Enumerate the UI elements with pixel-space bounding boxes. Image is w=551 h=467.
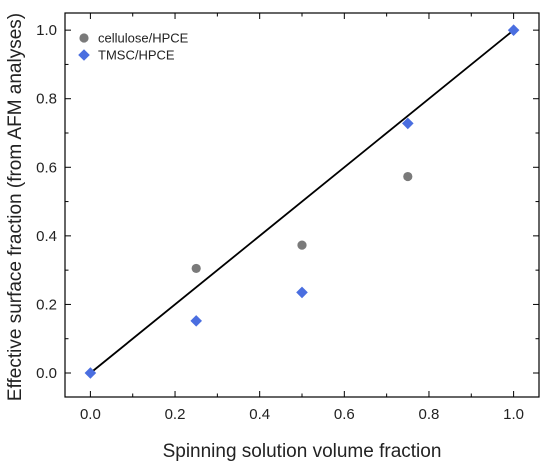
tick-labels: 0.0 0.2 0.4 0.6 0.8 1.0 0.0 0.2 0.4 0.6 0.8 1.0 [36, 22, 524, 423]
data-point-tmsc-hpce [402, 117, 414, 130]
data-point-cellulose-hpce [403, 171, 413, 182]
y-tick-label: 0.6 [36, 159, 57, 176]
data-point-tmsc-hpce [507, 24, 520, 36]
data-point-tmsc-hpce [84, 367, 97, 379]
data-point-tmsc-hpce [190, 315, 202, 327]
y-axis-title: Effective surface fraction (from AFM ana… [5, 13, 26, 401]
data-point-tmsc-hpce [296, 286, 308, 299]
legend-marker-cellulose-hpce [79, 33, 89, 43]
x-tick-label: 1.0 [503, 406, 524, 423]
y-tick-label: 0.2 [36, 296, 57, 313]
reference-line [89, 29, 515, 374]
legend-label-cellulose-hpce: cellulose/HPCE [98, 31, 189, 46]
plot-frame [64, 12, 540, 398]
y-tick-label: 0.4 [36, 228, 57, 245]
x-tick-label: 0.2 [165, 406, 186, 423]
reference-line-group [89, 29, 515, 374]
legend: cellulose/HPCE TMSC/HPCE [78, 31, 189, 63]
y-tick-label: 1.0 [36, 22, 57, 39]
x-tick-label: 0.4 [249, 406, 270, 423]
data-points [84, 24, 520, 379]
axis-ticks [65, 13, 539, 397]
x-tick-label: 0.8 [419, 406, 440, 423]
y-tick-label: 0.0 [36, 365, 57, 382]
x-tick-label: 0.6 [334, 406, 355, 423]
data-point-cellulose-hpce [297, 240, 307, 250]
x-axis-title: Spinning solution volume fraction [163, 441, 442, 462]
data-point-cellulose-hpce [191, 263, 201, 274]
y-tick-label: 0.8 [36, 91, 57, 108]
legend-marker-tmsc-hpce [78, 49, 90, 61]
legend-label-tmsc-hpce: TMSC/HPCE [98, 48, 175, 63]
x-tick-label: 0.0 [80, 406, 101, 423]
